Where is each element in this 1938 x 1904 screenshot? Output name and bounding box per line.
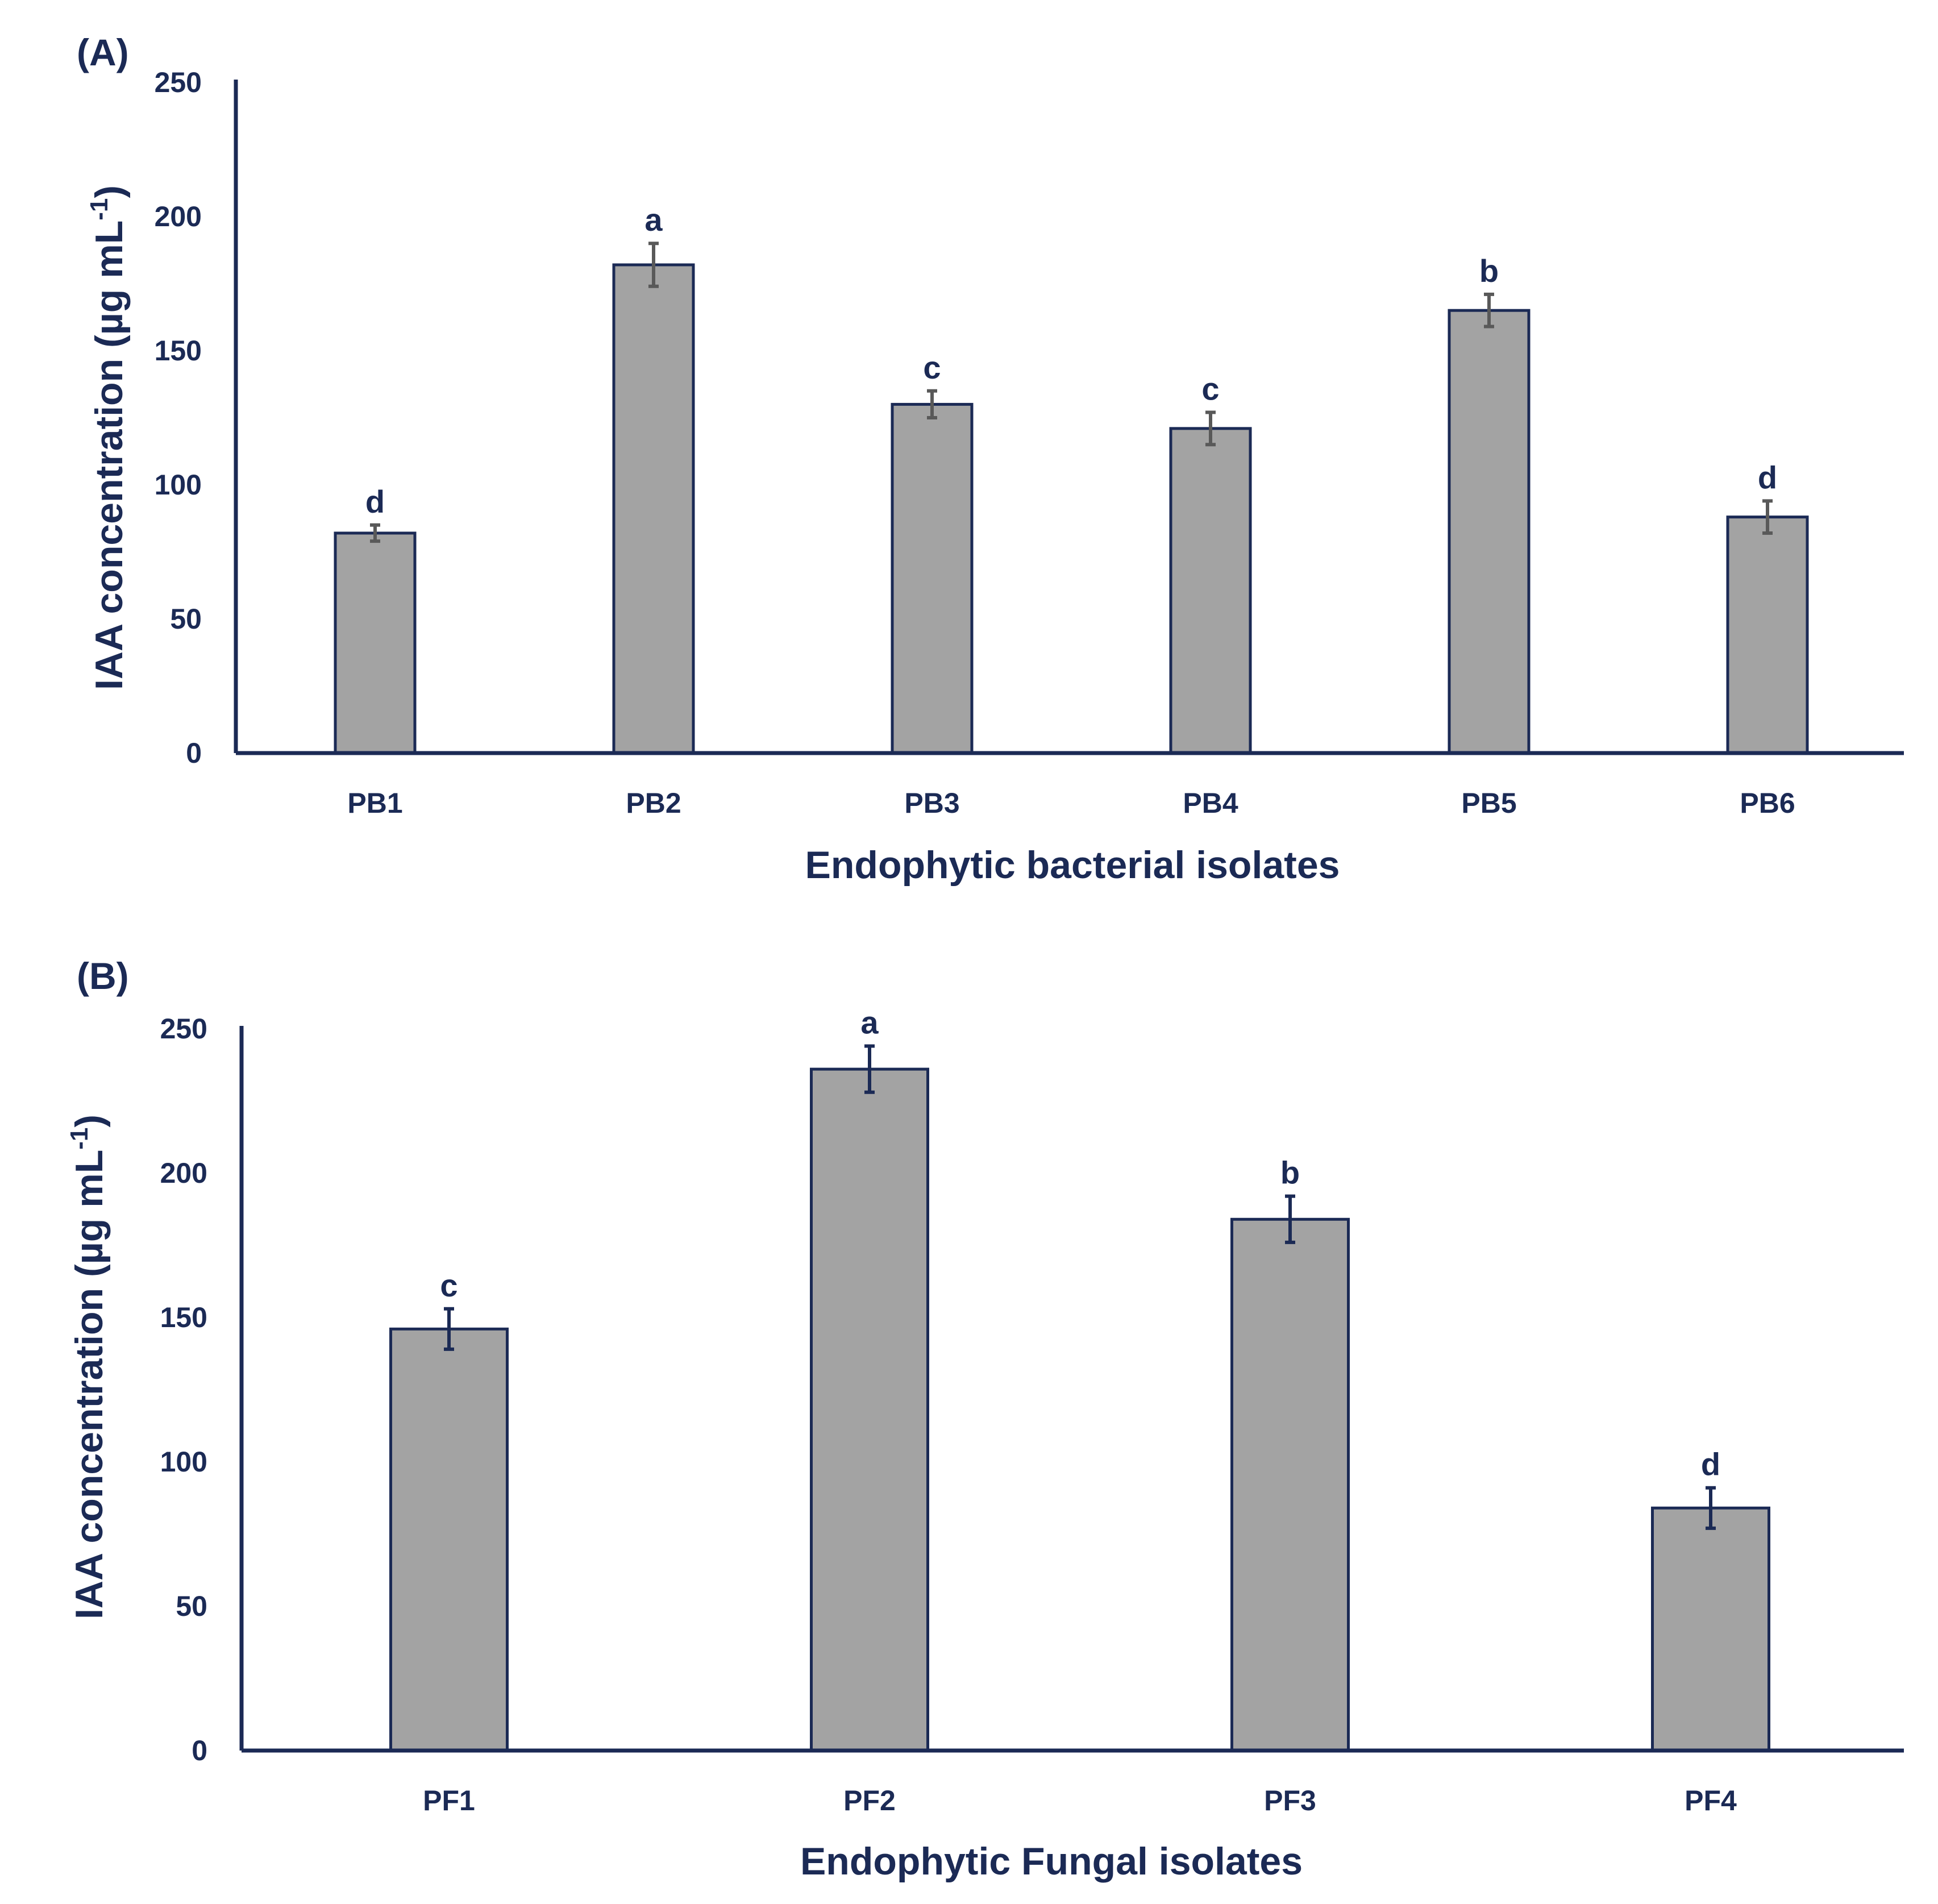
panel-a-sig-letter-PB1: d (365, 484, 385, 519)
panel-a-ylabel-sup: -1 (85, 198, 113, 221)
panel-a-x-axis-title: Endophytic bacterial isolates (805, 843, 1340, 887)
panel-a-sig-letter-PB4: c (1201, 371, 1219, 407)
panel-a-category-PB4: PB4 (1183, 787, 1238, 819)
panel-b-error-bar-PF2 (864, 1044, 875, 1094)
panel-b-y-tick-150: 150 (160, 1302, 207, 1333)
panel-b-bar-PF4 (1651, 1506, 1770, 1752)
panel-b-y-tick-50: 50 (176, 1590, 207, 1622)
panel-a-category-PB5: PB5 (1461, 787, 1516, 819)
panel-b-category-PF1: PF1 (423, 1785, 475, 1816)
panel-a-category-PB3: PB3 (904, 787, 959, 819)
panel-b-error-bars (444, 1044, 1716, 1530)
panel-b-sig-letter-PF4: d (1701, 1446, 1720, 1482)
panel-b-category-PF2: PF2 (843, 1785, 896, 1816)
panel-b-bar-PF1 (389, 1327, 509, 1752)
panel-a-bar-PB4 (1169, 427, 1252, 755)
panel-b-ylabel-main: IAA concentration (µg mL (68, 1150, 111, 1619)
panel-a-y-tick-250: 250 (155, 66, 202, 98)
panel-b-category-PF3: PF3 (1264, 1785, 1316, 1816)
panel-a-sig-letter-PB5: b (1479, 253, 1499, 289)
panel-b-y-tick-0: 0 (192, 1735, 207, 1766)
panel-b-y-axis-title-text: IAA concentration (µg mL-1) (65, 1115, 111, 1619)
panel-b-ylabel-end: ) (68, 1115, 111, 1128)
panel-b-category-labels: PF1 PF2 PF3 PF4 (423, 1785, 1737, 1816)
panel-b-bar-PF3 (1230, 1217, 1350, 1752)
panel-a-bar-PB6 (1726, 516, 1809, 755)
panel-a-sig-letter-PB6: d (1758, 459, 1777, 495)
panel-b-bars (389, 1067, 1770, 1752)
panel-b-x-axis-title: Endophytic Fungal isolates (800, 1840, 1303, 1883)
panel-a-bar-PB2 (612, 263, 695, 755)
panel-a-category-PB1: PB1 (347, 787, 402, 819)
panel-a-sig-letter-PB2: a (644, 202, 663, 238)
panel-b-error-bar-PF3 (1285, 1194, 1295, 1244)
panel-a-label: (A) (77, 31, 129, 73)
panel-a-category-labels: PB1 PB2 PB3 PB4 PB5 PB6 (347, 787, 1795, 819)
panel-a-y-axis-title-text: IAA concentration (µg mL-1) (85, 185, 131, 690)
panel-b-ylabel-sup: -1 (65, 1128, 93, 1150)
panel-a: (A) IAA concentration (µg mL-1) 0 50 100 15… (77, 31, 1904, 887)
panel-a-error-bar-PB5 (1484, 292, 1494, 329)
panel-b: (B) IAA concentration (µg mL-1) 0 50 100 15… (65, 955, 1904, 1883)
panel-a-sig-letter-PB3: c (923, 350, 941, 385)
panel-a-bars (334, 263, 1809, 755)
panel-a-error-bar-PB3 (927, 389, 937, 419)
panel-a-category-PB6: PB6 (1740, 787, 1795, 819)
panel-b-sig-letter-PF2: a (860, 1004, 879, 1040)
panel-a-y-tick-150: 150 (155, 335, 202, 367)
panel-b-y-ticks: 0 50 100 150 200 250 (160, 1013, 207, 1766)
panel-a-error-bars (370, 242, 1773, 543)
panel-b-y-tick-100: 100 (160, 1446, 207, 1478)
panel-b-significance-letters: c a b d (440, 1004, 1720, 1482)
panel-a-y-tick-0: 0 (186, 737, 202, 769)
panel-b-bar-PF2 (810, 1067, 929, 1752)
panel-a-error-bar-PB2 (648, 242, 659, 288)
panel-b-y-axis-title: IAA concentration (µg mL-1) (65, 1115, 111, 1619)
panel-a-y-ticks: 0 50 100 150 200 250 (155, 66, 202, 769)
panel-b-y-tick-250: 250 (160, 1013, 207, 1045)
panel-a-ylabel-main: IAA concentration (µg mL (88, 221, 131, 690)
panel-a-bar-PB3 (891, 402, 974, 755)
panel-a-y-tick-50: 50 (170, 603, 202, 635)
panel-a-error-bar-PB1 (370, 523, 380, 543)
panel-b-sig-letter-PF3: b (1280, 1155, 1300, 1191)
panel-a-error-bar-PB6 (1762, 499, 1773, 535)
panel-a-bar-PB5 (1448, 309, 1531, 755)
panel-a-significance-letters: d a c c b d (365, 202, 1777, 519)
panel-a-category-PB2: PB2 (626, 787, 681, 819)
panel-a-y-tick-100: 100 (155, 469, 202, 501)
panel-a-ylabel-end: ) (88, 185, 131, 198)
panel-b-error-bar-PF1 (444, 1307, 454, 1351)
panel-a-y-axis-title: IAA concentration (µg mL-1) (85, 185, 131, 690)
panel-b-sig-letter-PF1: c (440, 1267, 458, 1303)
panel-a-bar-PB1 (334, 531, 417, 755)
panel-b-y-tick-200: 200 (160, 1157, 207, 1189)
panel-b-error-bar-PF4 (1706, 1486, 1716, 1530)
panel-b-label: (B) (77, 955, 129, 997)
panel-b-category-PF4: PF4 (1685, 1785, 1737, 1816)
panel-a-y-tick-200: 200 (155, 201, 202, 232)
panel-a-error-bar-PB4 (1205, 410, 1216, 447)
